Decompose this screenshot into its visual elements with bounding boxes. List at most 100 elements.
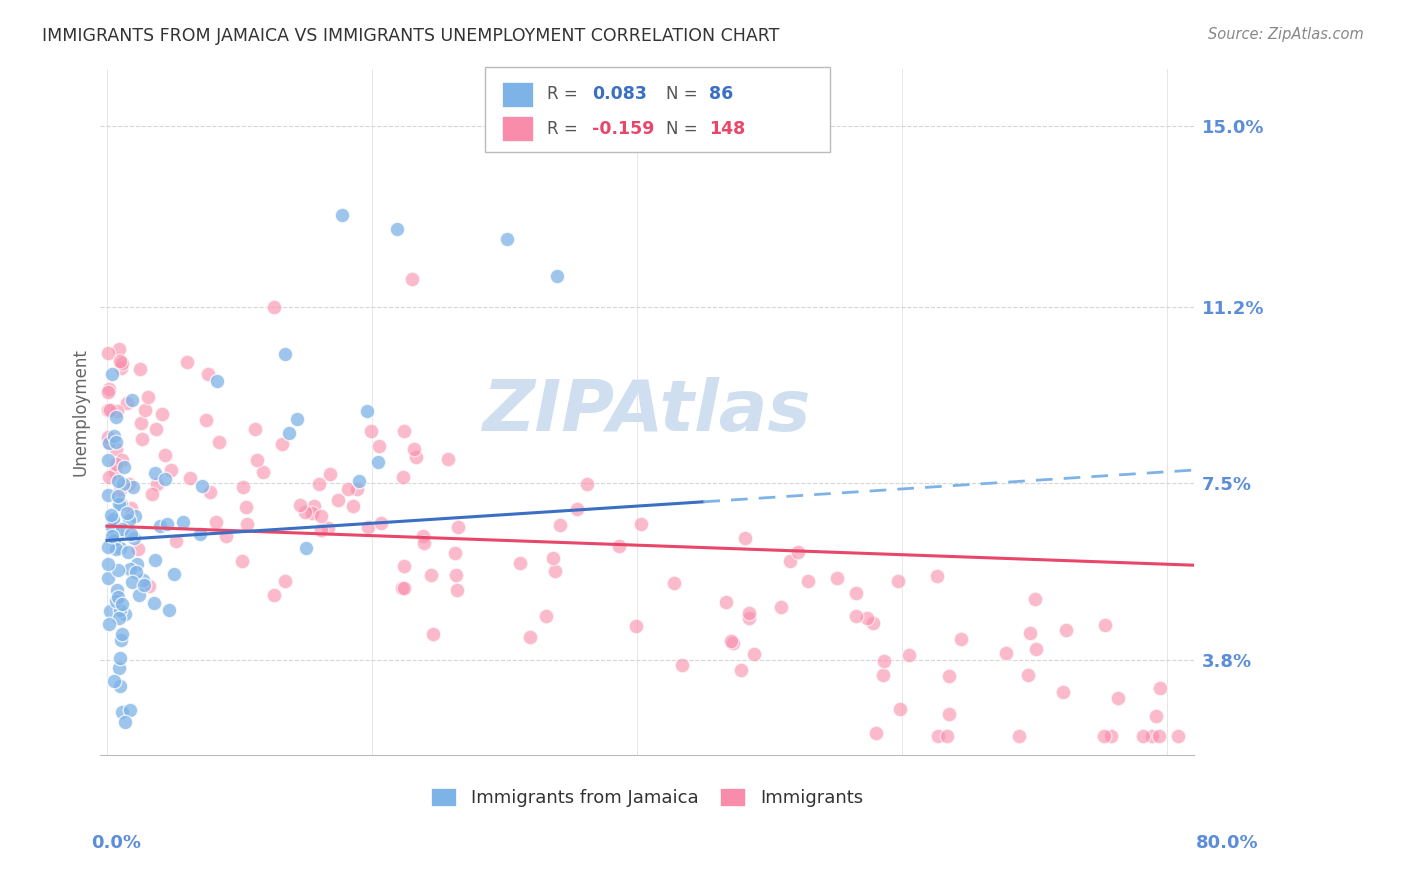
Point <box>509 556 531 570</box>
Point <box>179 470 201 484</box>
Point <box>118 513 141 527</box>
Point <box>342 499 364 513</box>
Point <box>231 554 253 568</box>
Legend: Immigrants from Jamaica, Immigrants: Immigrants from Jamaica, Immigrants <box>423 781 870 814</box>
Point <box>1025 642 1047 657</box>
Point <box>122 531 145 545</box>
Point <box>1094 618 1116 632</box>
Point <box>412 529 434 543</box>
Point <box>927 729 949 743</box>
Point <box>865 726 887 740</box>
Point <box>97 402 120 417</box>
Point <box>141 487 163 501</box>
Point <box>662 575 685 590</box>
Point <box>101 529 124 543</box>
Point <box>121 393 143 408</box>
Point <box>108 354 131 368</box>
Point <box>263 588 285 602</box>
Point <box>103 511 125 525</box>
Point <box>110 497 132 511</box>
Point <box>134 403 156 417</box>
Point <box>108 661 131 675</box>
Point <box>205 374 228 388</box>
Text: 86: 86 <box>709 85 733 103</box>
Point <box>110 361 132 376</box>
Point <box>308 477 330 491</box>
Point <box>104 442 127 456</box>
Point <box>786 545 808 559</box>
Point <box>519 631 541 645</box>
Point <box>1092 729 1115 743</box>
Point <box>111 477 134 491</box>
Point <box>412 536 434 550</box>
Point <box>769 599 792 614</box>
Point <box>105 594 128 608</box>
Point <box>162 567 184 582</box>
Point <box>925 568 948 582</box>
Point <box>118 703 141 717</box>
Point <box>114 607 136 622</box>
Point <box>97 434 120 449</box>
Text: -0.159: -0.159 <box>592 120 654 137</box>
Point <box>157 603 180 617</box>
Point <box>319 467 342 481</box>
Point <box>301 506 323 520</box>
Point <box>127 541 149 556</box>
Point <box>176 355 198 369</box>
Point <box>107 343 129 357</box>
Point <box>97 617 120 632</box>
Point <box>197 367 219 381</box>
Point <box>271 437 294 451</box>
Point <box>236 517 259 532</box>
Point <box>565 502 588 516</box>
Point <box>104 542 127 557</box>
Point <box>165 534 187 549</box>
Point <box>444 567 467 582</box>
Point <box>143 552 166 566</box>
Point <box>1140 729 1163 743</box>
Point <box>347 474 370 488</box>
Point <box>288 498 311 512</box>
Point <box>97 488 120 502</box>
Point <box>404 442 426 456</box>
Point <box>1019 625 1042 640</box>
Point <box>630 516 652 531</box>
Point <box>274 347 297 361</box>
Point <box>422 627 444 641</box>
Point <box>191 479 214 493</box>
Point <box>367 455 389 469</box>
Point <box>897 648 920 662</box>
Point <box>337 482 360 496</box>
Point <box>125 565 148 579</box>
Point <box>194 413 217 427</box>
Point <box>97 571 120 585</box>
Point <box>496 232 519 246</box>
Text: 0.0%: 0.0% <box>91 834 142 852</box>
Point <box>111 522 134 536</box>
Text: N =: N = <box>666 120 697 137</box>
Point <box>198 485 221 500</box>
Point <box>243 422 266 436</box>
Point <box>108 541 131 555</box>
Point <box>326 492 349 507</box>
Point <box>720 634 742 648</box>
Point <box>274 574 297 588</box>
Text: 0.083: 0.083 <box>592 85 647 103</box>
Point <box>120 526 142 541</box>
Point <box>97 541 120 555</box>
Point <box>110 632 132 647</box>
Point <box>111 355 134 369</box>
Point <box>105 435 128 450</box>
Text: ZIPAtlas: ZIPAtlas <box>482 377 811 446</box>
Point <box>420 567 443 582</box>
Point <box>512 128 534 142</box>
Point <box>118 562 141 576</box>
Point <box>208 435 231 450</box>
Point <box>98 382 121 396</box>
Point <box>111 452 134 467</box>
Point <box>845 608 868 623</box>
Point <box>285 412 308 426</box>
Point <box>105 583 128 598</box>
Point <box>447 520 470 534</box>
Point <box>730 664 752 678</box>
